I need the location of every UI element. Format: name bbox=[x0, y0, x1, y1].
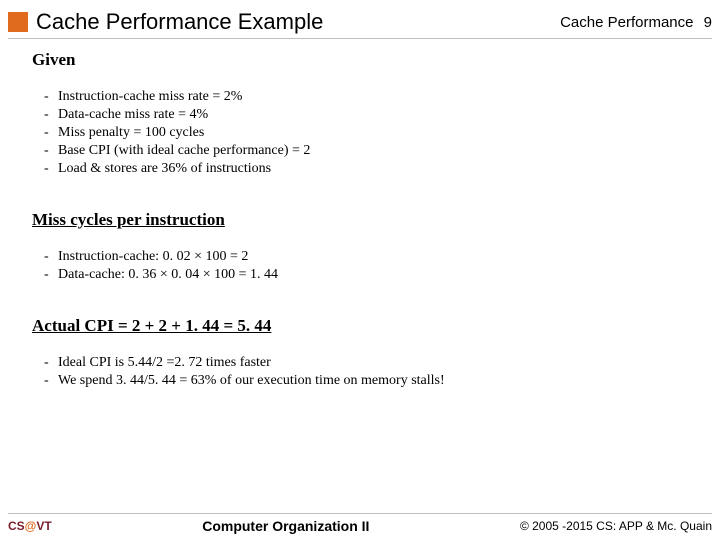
list-item: We spend 3. 44/5. 44 = 63% of our execut… bbox=[58, 372, 704, 390]
slide-header: Cache Performance Example Cache Performa… bbox=[8, 6, 712, 38]
slide-footer: CS@VT Computer Organization II © 2005 -2… bbox=[8, 518, 712, 534]
section-heading-miss-cycles: Miss cycles per instruction bbox=[32, 210, 704, 230]
list-item: Load & stores are 36% of instructions bbox=[58, 160, 704, 178]
header-rule bbox=[8, 38, 712, 39]
list-item: Data-cache miss rate = 4% bbox=[58, 106, 704, 124]
slide-content: Given Instruction-cache miss rate = 2% D… bbox=[32, 44, 704, 396]
list-item: Data-cache: 0. 36 × 0. 04 × 100 = 1. 44 bbox=[58, 266, 704, 284]
header-right: Cache Performance 9 bbox=[560, 14, 712, 31]
slide: Cache Performance Example Cache Performa… bbox=[0, 0, 720, 540]
list-item: Ideal CPI is 5.44/2 =2. 72 times faster bbox=[58, 354, 704, 372]
list-item: Instruction-cache miss rate = 2% bbox=[58, 88, 704, 106]
header-topic: Cache Performance bbox=[560, 14, 693, 31]
footer-left: CS@VT bbox=[8, 519, 52, 533]
section-heading-given: Given bbox=[32, 50, 704, 70]
footer-rule bbox=[8, 513, 712, 514]
list-item: Base CPI (with ideal cache performance) … bbox=[58, 142, 704, 160]
footer-vt: VT bbox=[36, 519, 51, 533]
list-item: Instruction-cache: 0. 02 × 100 = 2 bbox=[58, 248, 704, 266]
actual-cpi-list: Ideal CPI is 5.44/2 =2. 72 times faster … bbox=[32, 354, 704, 390]
accent-square-icon bbox=[8, 12, 28, 32]
miss-cycles-list: Instruction-cache: 0. 02 × 100 = 2 Data-… bbox=[32, 248, 704, 284]
footer-at: @ bbox=[25, 519, 37, 533]
footer-right: © 2005 -2015 CS: APP & Mc. Quain bbox=[520, 519, 712, 533]
footer-center: Computer Organization II bbox=[52, 518, 520, 534]
given-list: Instruction-cache miss rate = 2% Data-ca… bbox=[32, 88, 704, 178]
slide-title: Cache Performance Example bbox=[36, 9, 560, 35]
list-item: Miss penalty = 100 cycles bbox=[58, 124, 704, 142]
section-heading-actual-cpi: Actual CPI = 2 + 2 + 1. 44 = 5. 44 bbox=[32, 316, 704, 336]
page-number: 9 bbox=[704, 14, 712, 31]
footer-cs: CS bbox=[8, 519, 25, 533]
